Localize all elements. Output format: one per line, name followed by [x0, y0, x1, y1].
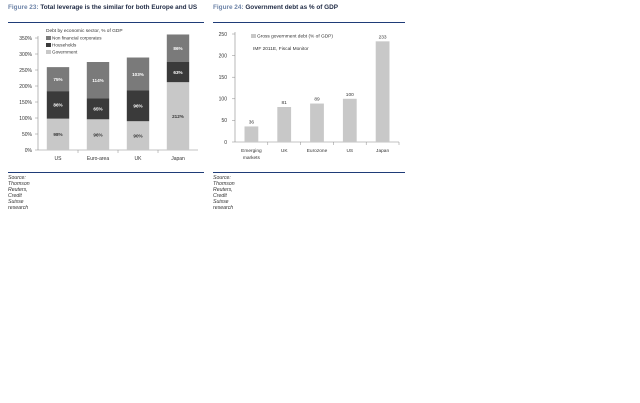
data-label: 86% — [173, 46, 182, 51]
legend-label: Non financial corporates — [52, 36, 102, 41]
legend-swatch — [251, 34, 256, 38]
legend-label: Households — [52, 43, 77, 48]
figure-23-source: Source: Thomson Reuters, Credit Suisse r… — [8, 175, 30, 211]
bar-segment — [46, 118, 70, 150]
data-label: 212% — [172, 114, 184, 119]
bar-segment — [46, 67, 70, 92]
y-tick-label: 250% — [19, 68, 32, 74]
figure-23-title-text: Total leverage is the similar for both E… — [40, 4, 198, 11]
data-label: 65% — [93, 107, 102, 112]
bar-segment — [86, 119, 110, 150]
data-label: 90% — [133, 133, 142, 138]
bar — [277, 107, 292, 142]
figure-24-source: Source: Thomson Reuters, Credit Suisse r… — [213, 175, 235, 211]
x-tick-label: US — [55, 156, 63, 162]
data-label: 96% — [93, 132, 102, 137]
x-tick-label: US — [346, 148, 353, 154]
legend-label: Government — [52, 50, 78, 55]
legend-label: Gross government debt (% of GDP) — [257, 34, 333, 40]
data-label: 86% — [53, 103, 62, 108]
bar-segment — [166, 34, 190, 62]
bar — [375, 41, 390, 142]
data-label: 81 — [282, 100, 288, 106]
bar-segment — [126, 90, 150, 122]
data-label: 63% — [173, 70, 182, 75]
bar — [244, 126, 259, 142]
legend-title: Debt by economic sector, % of GDP — [46, 28, 123, 34]
figure-24-title-text: Government debt as % of GDP — [245, 4, 339, 11]
chart-annotation: IMF 2011E, Fiscal Monitor — [253, 46, 309, 52]
y-tick-label: 100% — [19, 116, 32, 122]
data-label: 36 — [249, 119, 255, 125]
figure-24-top-rule — [213, 22, 405, 23]
figure-23-number: Figure 23: — [8, 4, 39, 11]
bar — [342, 98, 357, 142]
data-label: 75% — [53, 77, 62, 82]
data-label: 233 — [379, 34, 387, 40]
data-label: 98% — [53, 132, 62, 137]
y-tick-label: 100 — [219, 97, 228, 103]
y-tick-label: 0% — [25, 148, 33, 154]
figure-23-top-rule — [8, 22, 204, 23]
x-tick-label: UK — [281, 148, 288, 154]
bar-segment — [126, 57, 150, 91]
y-tick-label: 200% — [19, 84, 32, 90]
x-tick-label: Japan — [376, 148, 389, 154]
data-label: 114% — [92, 78, 104, 83]
bar-segment — [166, 62, 190, 83]
bar-segment — [86, 98, 110, 120]
data-label: 96% — [133, 104, 142, 109]
data-label: 89 — [314, 97, 320, 103]
legend-swatch — [46, 50, 51, 54]
bar-segment — [126, 121, 150, 150]
bar — [310, 103, 324, 142]
x-tick-label: UK — [135, 156, 143, 162]
y-tick-label: 350% — [19, 36, 32, 42]
x-tick-label: markets — [243, 155, 261, 161]
figure-24-title: Figure 24: Government debt as % of GDP — [213, 4, 405, 13]
y-tick-label: 250 — [219, 32, 228, 38]
data-label: 100 — [346, 92, 354, 98]
x-tick-label: Japan — [171, 156, 185, 162]
y-tick-label: 150 — [219, 75, 228, 81]
y-tick-label: 300% — [19, 52, 32, 58]
bar-segment — [46, 91, 70, 119]
x-tick-label: Emerging — [241, 148, 262, 154]
y-tick-label: 50 — [221, 118, 227, 124]
x-tick-label: Eurozone — [307, 148, 328, 154]
leverage-stacked-bar-chart: 0% 50% 100% 150% 200% 250% 300% 350% 98% 86% 75% US… — [19, 28, 198, 162]
legend-swatch — [46, 43, 51, 47]
y-tick-label: 150% — [19, 100, 32, 106]
figure-24-bottom-rule — [213, 172, 405, 173]
figure-23-bottom-rule — [8, 172, 204, 173]
y-tick-label: 50% — [22, 132, 33, 138]
bar-segment — [86, 62, 110, 99]
bar-segment — [166, 82, 190, 150]
data-label: 103% — [132, 72, 144, 77]
legend-swatch — [46, 36, 51, 40]
figure-24-number: Figure 24: — [213, 4, 244, 11]
figure-23-title: Figure 23: Total leverage is the similar… — [8, 4, 198, 13]
x-tick-label: Euro-area — [87, 156, 109, 162]
y-tick-label: 0 — [224, 140, 227, 146]
y-tick-label: 200 — [219, 53, 228, 59]
